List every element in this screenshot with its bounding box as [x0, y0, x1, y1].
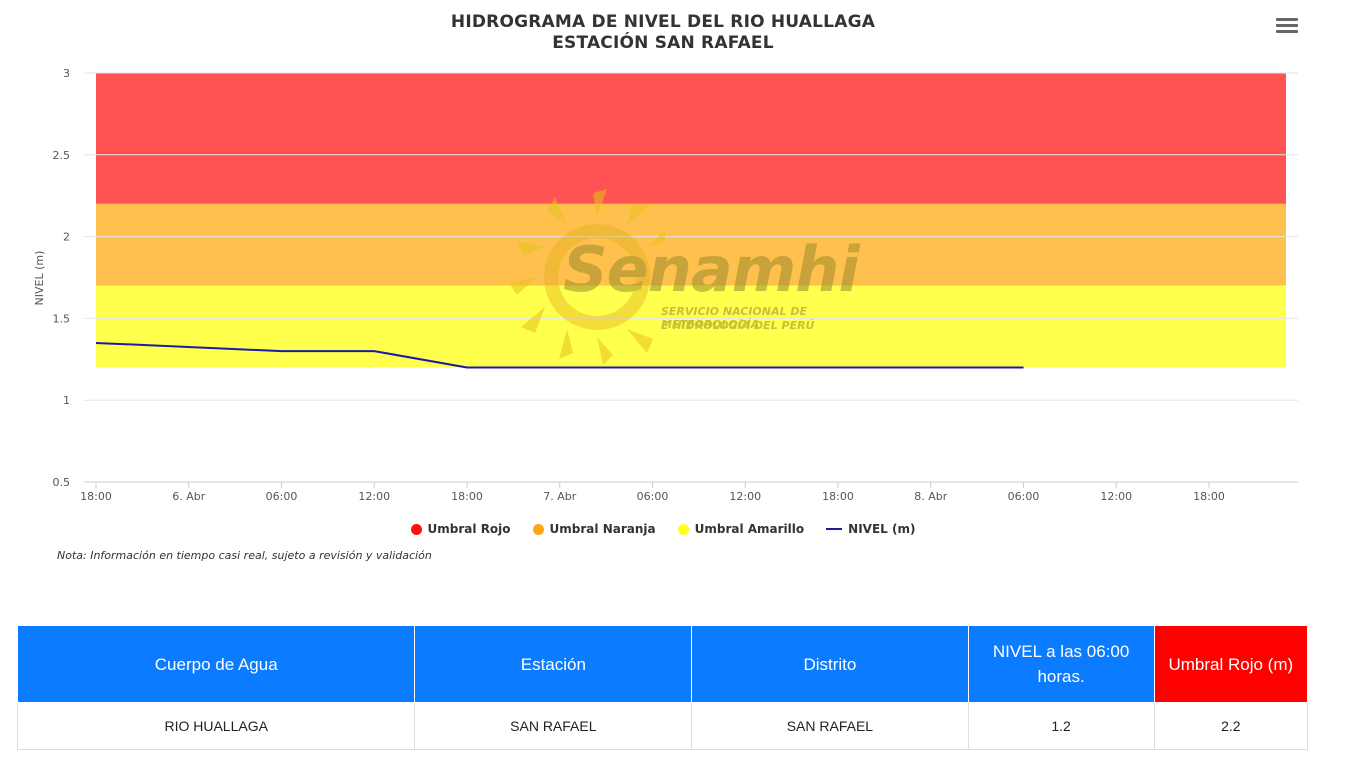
x-tick-label: 18:00 — [1193, 490, 1225, 503]
series-line-nivel — [95, 341, 1024, 369]
x-tick-label: 18:00 — [80, 490, 112, 503]
chart-title-line-1: HIDROGRAMA DE NIVEL DEL RIO HUALLAGA — [450, 12, 876, 32]
cell-cuerpo-de-agua: RIO HUALLAGA — [16, 702, 416, 750]
legend-item-umbral-naranja[interactable]: Umbral Naranja — [532, 522, 656, 536]
header-distrito: Distrito — [691, 625, 969, 703]
y-axis-label: NIVEL (m) — [33, 251, 46, 306]
orange-dot-icon — [532, 523, 544, 535]
x-tick-label: 06:00 — [266, 490, 298, 503]
hamburger-menu-icon[interactable] — [1276, 18, 1298, 36]
cell-distrito: SAN RAFAEL — [691, 702, 969, 750]
cell-umbral-rojo: 2.2 — [1153, 702, 1309, 750]
legend-label: NIVEL (m) — [848, 522, 916, 536]
table-header-row: Cuerpo de Agua Estación Distrito NIVEL a… — [16, 625, 1309, 703]
line-icon — [826, 528, 843, 530]
legend-item-umbral-rojo[interactable]: Umbral Rojo — [410, 522, 511, 536]
x-tick-label: 6. Abr — [172, 490, 205, 503]
y-tick-label: 2.5 — [53, 149, 71, 162]
legend-label: Umbral Rojo — [427, 522, 511, 536]
legend-label: Umbral Amarillo — [694, 522, 805, 536]
y-tick-label: 3 — [63, 67, 70, 80]
legend-label: Umbral Naranja — [549, 522, 656, 536]
hydrograph-chart: 0.5 1 1.5 2 2.5 3 18:00 6. Abr 06:00 12:00 18:00 7.… — [33, 67, 1298, 503]
x-tick-label: 06:00 — [637, 490, 669, 503]
station-table: Cuerpo de Agua Estación Distrito NIVEL a… — [16, 625, 1309, 750]
threshold-band-1 — [96, 203, 1286, 286]
x-tick-label: 18:00 — [822, 490, 854, 503]
legend-item-nivel[interactable]: NIVEL (m) — [826, 522, 915, 536]
x-tick-label: 12:00 — [358, 490, 390, 503]
header-nivel: NIVEL a las 06:00 horas. — [967, 625, 1155, 703]
x-tick-label: 12:00 — [729, 490, 761, 503]
x-tick-label: 12:00 — [1100, 490, 1132, 503]
y-tick-label: 1 — [63, 394, 70, 407]
table-row: RIO HUALLAGA SAN RAFAEL SAN RAFAEL 1.2 2… — [16, 702, 1309, 750]
y-tick-label: 1.5 — [53, 312, 71, 325]
chart-container: 0.5 1 1.5 2 2.5 3 18:00 6. Abr 06:00 12:00 18:00 7.… — [0, 12, 1326, 562]
y-tick-label: 0.5 — [53, 476, 71, 489]
threshold-band-2 — [96, 285, 1286, 368]
x-tick-label: 8. Abr — [914, 490, 947, 503]
header-umbral-rojo: Umbral Rojo (m) — [1153, 625, 1309, 703]
yellow-dot-icon — [677, 523, 689, 535]
x-tick-label: 18:00 — [451, 490, 483, 503]
header-estacion: Estación — [414, 625, 693, 703]
red-dot-icon — [410, 523, 422, 535]
header-cuerpo-de-agua: Cuerpo de Agua — [16, 625, 416, 703]
legend-item-umbral-amarillo[interactable]: Umbral Amarillo — [677, 522, 805, 536]
x-tick-label: 06:00 — [1008, 490, 1040, 503]
cell-estacion: SAN RAFAEL — [414, 702, 693, 750]
chart-note: Nota: Información en tiempo casi real, s… — [57, 549, 432, 562]
chart-title-line-2: ESTACIÓN SAN RAFAEL — [552, 33, 774, 53]
y-tick-label: 2 — [63, 231, 70, 244]
threshold-band-0 — [96, 73, 1286, 204]
x-tick-label: 7. Abr — [543, 490, 576, 503]
cell-nivel: 1.2 — [967, 702, 1155, 750]
chart-legend: Umbral Rojo Umbral Naranja Umbral Amaril… — [0, 522, 1326, 536]
